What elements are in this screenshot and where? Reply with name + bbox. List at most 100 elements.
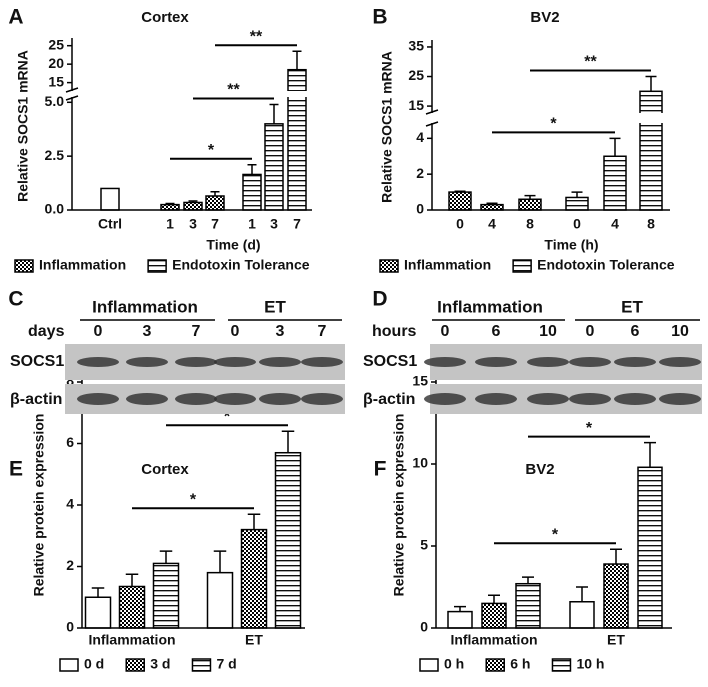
legend-label: 0 h bbox=[444, 656, 464, 672]
blot-band bbox=[614, 357, 656, 367]
error-bar bbox=[522, 576, 534, 584]
y-tick-label: 2 bbox=[416, 165, 424, 181]
error-bar bbox=[159, 550, 173, 564]
y-tick-label: 20 bbox=[48, 55, 64, 71]
panel-letter: B bbox=[372, 6, 387, 29]
blot-band bbox=[214, 393, 256, 405]
chart-title: Cortex bbox=[141, 9, 189, 26]
x-tick-label: 0 bbox=[456, 216, 464, 232]
error-bar bbox=[486, 202, 498, 205]
legend-label: Inflammation bbox=[39, 257, 126, 273]
blot-band bbox=[569, 393, 611, 405]
bar bbox=[264, 123, 284, 211]
x-tick-label: 4 bbox=[611, 216, 619, 232]
y-tick-label: 6 bbox=[66, 434, 74, 450]
y-tick-label: 8 bbox=[66, 373, 74, 389]
bar bbox=[84, 596, 112, 629]
bracket-label: * bbox=[586, 420, 593, 437]
bar bbox=[287, 68, 307, 211]
y-tick-label: 5 bbox=[420, 537, 428, 553]
lane-label: 0 bbox=[231, 323, 240, 340]
lane-label: 10 bbox=[539, 323, 557, 340]
y-tick-label: 15 bbox=[48, 73, 64, 89]
group-label: ET bbox=[264, 297, 286, 316]
group-label: ET bbox=[621, 297, 643, 316]
error-bar bbox=[210, 190, 220, 196]
group-label: Inflammation bbox=[92, 297, 198, 316]
error-bar bbox=[292, 50, 302, 70]
bar bbox=[639, 90, 663, 211]
error-bar bbox=[269, 103, 279, 124]
axis-break bbox=[64, 91, 312, 97]
panel-letter: A bbox=[8, 6, 23, 29]
legend-label: 0 d bbox=[84, 656, 104, 672]
x-tick-label: 8 bbox=[647, 216, 655, 232]
y-tick-label: 10 bbox=[412, 455, 428, 471]
bracket-label: * bbox=[552, 526, 559, 543]
legend-swatch bbox=[125, 658, 145, 672]
x-axis-label: Time (d) bbox=[206, 237, 260, 253]
bar bbox=[515, 582, 541, 629]
error-bar bbox=[609, 137, 621, 157]
bar bbox=[518, 198, 542, 211]
error-bar bbox=[125, 573, 139, 587]
x-tick-label: 1 bbox=[248, 216, 256, 232]
blot-band bbox=[424, 393, 466, 405]
bracket-label: ** bbox=[250, 28, 263, 45]
x-tick-label: 8 bbox=[526, 216, 534, 232]
blot-band bbox=[175, 393, 217, 405]
legend-label: 7 d bbox=[216, 656, 236, 672]
bar bbox=[205, 195, 225, 211]
panel-letter: E bbox=[9, 458, 23, 481]
y-tick-label: 0.0 bbox=[45, 201, 65, 217]
lane-label: 0 bbox=[441, 323, 450, 340]
error-bar bbox=[454, 190, 466, 193]
y-tick-label: 25 bbox=[408, 67, 424, 83]
blot-band bbox=[527, 357, 569, 367]
bar bbox=[637, 466, 663, 629]
error-bar bbox=[488, 594, 500, 604]
panel-letter: F bbox=[374, 458, 387, 481]
chart-title: BV2 bbox=[530, 9, 559, 26]
row-label: β-actin bbox=[363, 391, 415, 408]
legend-label: Inflammation bbox=[404, 257, 491, 273]
x-tick-label: 4 bbox=[488, 216, 496, 232]
x-tick-label: 0 bbox=[573, 216, 581, 232]
bar bbox=[448, 191, 472, 211]
error-bar bbox=[247, 164, 257, 175]
error-bar bbox=[576, 586, 588, 602]
x-tick-label: Ctrl bbox=[98, 216, 122, 232]
y-axis-label: Relative protein expression bbox=[31, 414, 47, 597]
x-tick-label: ET bbox=[607, 632, 625, 648]
error-bar bbox=[165, 202, 175, 205]
y-tick-label: 2.5 bbox=[45, 147, 65, 163]
blot-band bbox=[569, 357, 611, 367]
bar bbox=[118, 585, 146, 629]
bar bbox=[240, 528, 268, 629]
y-tick-label: 0 bbox=[416, 201, 424, 217]
y-axis-label: Relative SOCS1 mRNA bbox=[15, 50, 31, 202]
legend-label: 6 h bbox=[510, 656, 530, 672]
blot-band bbox=[475, 357, 517, 367]
x-tick-label: Inflammation bbox=[88, 632, 175, 648]
y-tick-label: 25 bbox=[48, 36, 64, 52]
blot-band bbox=[301, 393, 343, 405]
bar bbox=[480, 203, 504, 211]
legend-swatch bbox=[551, 658, 572, 672]
lane-label: 6 bbox=[492, 323, 501, 340]
blot-band bbox=[301, 357, 343, 367]
legend-swatch bbox=[485, 658, 505, 672]
panel-letter: D bbox=[372, 288, 387, 311]
lane-label: 7 bbox=[318, 323, 327, 340]
panel-letter: C bbox=[8, 288, 23, 311]
x-tick-label: 3 bbox=[189, 216, 197, 232]
bar bbox=[481, 602, 507, 629]
bar bbox=[160, 203, 180, 211]
y-tick-label: 4 bbox=[416, 129, 424, 145]
error-bar bbox=[91, 587, 105, 598]
blot-band bbox=[424, 357, 466, 367]
lane-label: 6 bbox=[631, 323, 640, 340]
lane-title: hours bbox=[372, 323, 417, 340]
legend-swatch bbox=[512, 259, 532, 273]
y-tick-label: 15 bbox=[408, 97, 424, 113]
